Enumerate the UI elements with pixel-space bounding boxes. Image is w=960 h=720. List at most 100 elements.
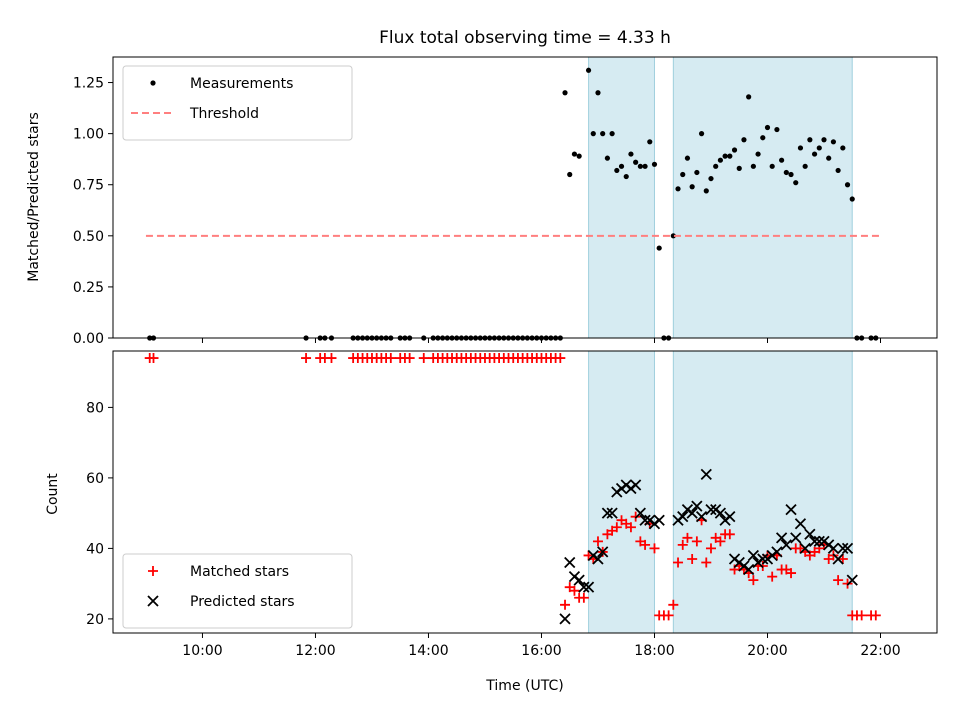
data-point (571, 151, 578, 157)
data-point (747, 549, 760, 562)
bottom-panel: 20 40 60 80 10:00 12:00 14:00 16:00 18:00 20:00 22… (86, 350, 938, 659)
data-point (326, 353, 337, 364)
data-point (769, 163, 775, 169)
data-point (731, 147, 738, 153)
data-point (780, 539, 792, 551)
data-point (802, 163, 808, 169)
data-point (687, 553, 698, 564)
data-point (695, 511, 708, 523)
x-tick-label: 16:00 (521, 643, 561, 659)
y-tick-label: 60 (86, 471, 104, 487)
data-point (821, 137, 827, 143)
data-point (677, 539, 688, 550)
data-point (560, 599, 571, 610)
data-point (562, 90, 568, 96)
data-point (614, 167, 620, 174)
data-point (713, 163, 719, 169)
highlight-interval-1 (588, 350, 655, 634)
chart-title: Flux total observing time = 4.33 h (379, 28, 671, 48)
data-point (808, 535, 821, 547)
x-tick-label: 20:00 (747, 643, 787, 659)
data-point (640, 539, 651, 550)
data-point (832, 553, 844, 565)
data-point (694, 169, 700, 176)
highlight-interval-2 (672, 350, 853, 634)
data-point (790, 532, 802, 544)
data-point (611, 522, 622, 533)
data-point (301, 353, 312, 364)
data-point (794, 518, 807, 530)
data-point (793, 180, 799, 186)
data-point (639, 514, 651, 526)
legend-label: Measurements (190, 76, 293, 92)
data-point (755, 151, 761, 157)
data-point (708, 175, 714, 182)
data-point (774, 126, 780, 133)
data-point (569, 585, 580, 596)
data-point (786, 568, 797, 579)
y-tick-label: 0.25 (73, 280, 104, 296)
x-tick-label: 10:00 (182, 643, 222, 659)
y-tick-label: 1.00 (73, 127, 104, 143)
y-tick-label: 80 (86, 400, 104, 416)
data-point (656, 245, 662, 251)
data-point (418, 353, 429, 364)
data-point (741, 137, 747, 143)
data-point (576, 153, 582, 159)
data-point (835, 167, 841, 174)
data-point (600, 131, 606, 137)
data-point (628, 151, 634, 157)
legend-label: Predicted stars (190, 594, 295, 610)
x-tick-label: 14:00 (408, 643, 448, 659)
data-point (630, 479, 642, 491)
data-point (592, 536, 603, 547)
x-tick-label: 22:00 (860, 643, 900, 659)
data-point (705, 543, 716, 554)
data-point (727, 153, 733, 159)
y-tick-label: 1.25 (73, 76, 104, 92)
data-point (633, 159, 639, 165)
data-point (705, 503, 717, 516)
data-point (684, 155, 691, 161)
data-point (833, 575, 844, 586)
data-point (647, 139, 653, 145)
data-point (567, 171, 573, 178)
x-tick-label: 18:00 (634, 643, 674, 659)
series-predicted-stars (559, 468, 858, 625)
data-point (590, 131, 596, 137)
data-point (775, 532, 788, 544)
data-point (703, 188, 709, 194)
data-point (585, 67, 592, 73)
data-point (689, 184, 695, 190)
data-point (609, 131, 615, 137)
data-point (404, 353, 415, 364)
data-point (385, 353, 396, 364)
data-point (701, 557, 712, 568)
axes-frame (112, 350, 938, 634)
data-point (578, 581, 590, 593)
top-y-axis-label: Matched/Predicted stars (26, 112, 42, 282)
data-point (559, 613, 571, 625)
data-point (870, 610, 881, 621)
data-point (750, 163, 756, 169)
data-point (760, 135, 766, 141)
data-point (779, 157, 785, 163)
data-point (856, 610, 867, 621)
x-tick-label: 12:00 (295, 643, 335, 659)
y-tick-label: 0.00 (73, 331, 104, 347)
legend-label: Matched stars (190, 564, 289, 580)
data-point (618, 163, 625, 169)
data-point (767, 571, 778, 582)
data-point (785, 503, 797, 516)
data-point (604, 155, 611, 161)
data-point (830, 139, 837, 145)
data-point (564, 556, 576, 569)
data-point (663, 610, 674, 621)
data-point (837, 542, 849, 555)
data-point (623, 173, 629, 180)
data-point (668, 599, 679, 610)
data-point (595, 90, 601, 96)
top-panel: 0.00 0.25 0.50 0.75 1.00 1.25 Measurements Thre… (73, 56, 938, 347)
data-point (746, 94, 752, 100)
x-axis-label: Time (UTC) (485, 678, 563, 694)
